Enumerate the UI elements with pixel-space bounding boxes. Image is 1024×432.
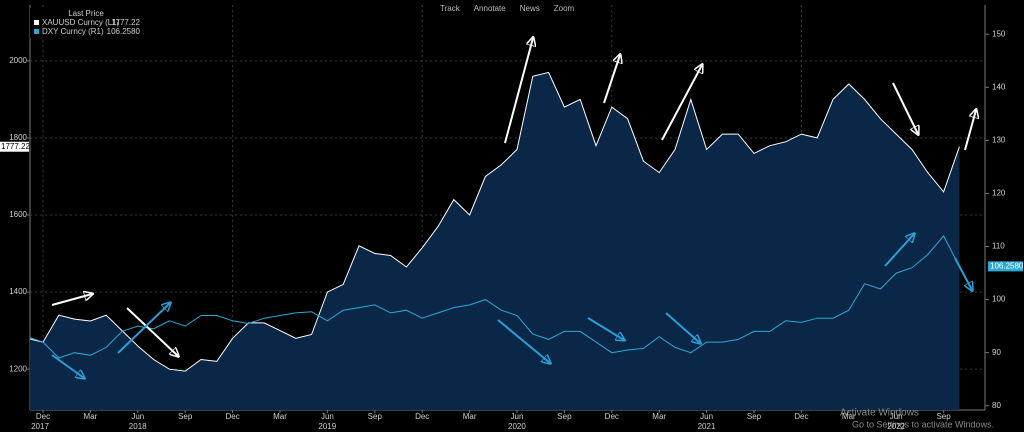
- toolbar-button[interactable]: News: [520, 4, 540, 13]
- plot-area: [30, 5, 985, 410]
- legend-label: XAUUSD Curncy (L1): [42, 18, 120, 27]
- toolbar-button[interactable]: Track: [440, 4, 461, 13]
- y2-tick-label: 100: [992, 295, 1006, 304]
- y-tick-label: 1600: [9, 210, 27, 219]
- annotation-arrow: [504, 38, 533, 144]
- watermark: Activate Windows: [840, 408, 919, 419]
- x-year-label: 2020: [508, 422, 526, 431]
- x-tick-label: Sep: [368, 412, 383, 421]
- x-tick-label: Dec: [794, 412, 808, 421]
- last-value-label: 1777.22: [1, 142, 30, 151]
- y2-tick-label: 130: [992, 135, 1006, 144]
- x-tick-label: Sep: [557, 412, 572, 421]
- legend: Last Price XAUUSD Curncy (L1) 1777.22 DX…: [30, 8, 142, 38]
- y-tick-label: 1200: [9, 364, 27, 373]
- x-tick-label: Jun: [511, 412, 524, 421]
- watermark: Go to Settings to activate Windows.: [852, 419, 994, 429]
- x-tick-label: Jun: [131, 412, 144, 421]
- y2-tick-label: 150: [992, 29, 1006, 38]
- x-tick-label: Sep: [936, 412, 951, 421]
- annotation-arrow: [884, 234, 914, 267]
- y2-tick-label: 120: [992, 189, 1006, 198]
- x-tick-label: Jun: [890, 412, 903, 421]
- last-value-label: 106.2580: [990, 261, 1024, 270]
- x-tick-label: Jun: [321, 412, 334, 421]
- x-tick-label: Dec: [36, 412, 50, 421]
- x-tick-label: Mar: [652, 412, 666, 421]
- annotation-arrow: [954, 257, 972, 290]
- y2-tick-label: 80: [992, 401, 1001, 410]
- annotation-arrow: [603, 55, 620, 104]
- annotations: [51, 38, 976, 378]
- x-year-label: 2022: [887, 422, 905, 431]
- annotation-arrow: [51, 354, 84, 378]
- legend-box: [30, 8, 142, 38]
- x-year-label: 2018: [129, 422, 147, 431]
- toolbar-button[interactable]: Zoom: [554, 4, 575, 13]
- legend-label: DXY Curncy (R1): [42, 27, 104, 36]
- line: [30, 71, 960, 372]
- annotation-arrow: [661, 65, 702, 141]
- x-year-label: 2021: [698, 422, 716, 431]
- y-tick-label: 2000: [9, 56, 27, 65]
- area: [30, 72, 960, 410]
- x-year-label: 2019: [318, 422, 336, 431]
- annotation-arrow: [892, 82, 918, 134]
- legend-title: Last Price: [68, 9, 104, 18]
- y2-tick-label: 90: [992, 348, 1001, 357]
- legend-swatch: [34, 20, 39, 25]
- last-value-tag: [0, 141, 29, 152]
- y2-tick-label: 140: [992, 82, 1006, 91]
- last-value-tag: [988, 261, 1023, 272]
- x-tick-label: Dec: [605, 412, 619, 421]
- x-tick-label: Jun: [700, 412, 713, 421]
- x-tick-label: Mar: [463, 412, 477, 421]
- y2-tick-label: 110: [992, 242, 1005, 251]
- x-tick-label: Mar: [273, 412, 287, 421]
- x-tick-label: Mar: [84, 412, 98, 421]
- x-tick-label: Dec: [225, 412, 239, 421]
- y-tick-label: 1800: [9, 133, 27, 142]
- annotation-arrow: [497, 319, 550, 363]
- annotation-arrow: [51, 294, 92, 306]
- x-tick-label: Sep: [747, 412, 762, 421]
- annotation-arrow: [117, 303, 170, 354]
- legend-value: 106.2580: [107, 27, 141, 36]
- line: [30, 235, 960, 359]
- x-year-label: 2017: [31, 422, 49, 431]
- x-tick-label: Dec: [415, 412, 429, 421]
- annotation-arrow: [665, 312, 700, 343]
- annotation-arrow: [964, 110, 976, 151]
- x-tick-label: Sep: [178, 412, 193, 421]
- y-tick-label: 1400: [9, 287, 27, 296]
- annotation-arrow: [126, 307, 178, 356]
- toolbar-button[interactable]: Annotate: [474, 4, 507, 13]
- legend-value: 1777.22: [111, 18, 140, 27]
- x-tick-label: Mar: [842, 412, 856, 421]
- annotation-arrow: [587, 317, 624, 340]
- legend-swatch: [34, 29, 39, 34]
